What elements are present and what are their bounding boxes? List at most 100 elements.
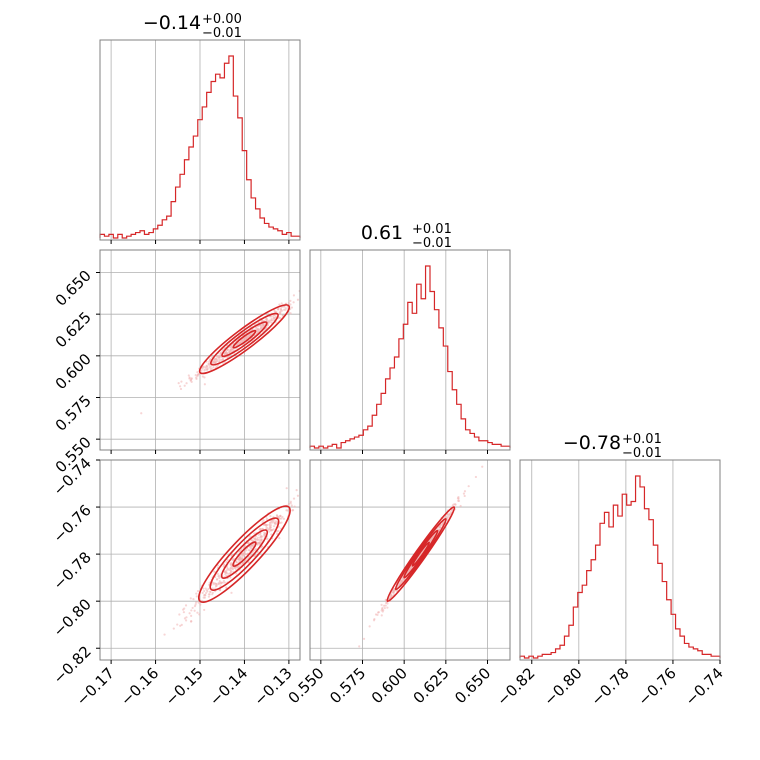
scatter-points <box>140 289 306 415</box>
scatter-point <box>217 355 221 359</box>
contour-level <box>198 505 291 603</box>
scatter-point <box>218 576 221 580</box>
x-tick-label: −0.14 <box>206 664 251 709</box>
scatter-point <box>281 515 284 519</box>
scatter-point <box>274 520 277 523</box>
scatter-point <box>467 485 470 488</box>
scatter-point <box>270 529 273 532</box>
scatter-point <box>225 561 228 564</box>
scatter-point <box>269 514 272 518</box>
x-tick-label: −0.78 <box>587 664 632 709</box>
scatter-point <box>229 348 232 351</box>
scatter-point <box>204 368 207 371</box>
scatter-point <box>459 504 462 508</box>
scatter-point <box>211 587 214 590</box>
scatter-point <box>172 627 175 630</box>
scatter-point <box>215 578 219 581</box>
scatter-point <box>252 537 255 540</box>
scatter-point <box>203 608 206 612</box>
scatter-point <box>188 376 191 379</box>
scatter-point <box>178 613 181 616</box>
scatter-point <box>256 543 259 546</box>
scatter-point <box>264 533 267 536</box>
contour-level <box>210 312 279 366</box>
x-tick-label: 0.550 <box>285 664 328 707</box>
scatter-point <box>260 535 263 538</box>
panel-title-median: −0.14 <box>143 12 201 34</box>
scatter-point <box>289 299 292 303</box>
scatter-point <box>140 412 143 415</box>
scatter-point <box>377 611 380 614</box>
y-tick-label: −0.76 <box>50 501 95 546</box>
scatter-point <box>246 552 249 555</box>
scatter-point <box>243 550 246 553</box>
histogram-steps <box>99 55 301 239</box>
scatter-point <box>281 314 284 317</box>
panel-frame <box>309 459 511 661</box>
panel-background <box>310 250 510 450</box>
scatter-point <box>270 533 273 536</box>
panel-frame <box>519 459 721 661</box>
scatter-point <box>287 301 290 305</box>
scatter-point <box>220 351 223 354</box>
scatter-point <box>233 566 236 570</box>
scatter-point <box>229 562 232 565</box>
x-tick-label: 0.600 <box>368 664 411 707</box>
panel-title-plus: +0.00 <box>202 12 242 27</box>
scatter-point <box>280 309 284 312</box>
panel-title-plus: +0.01 <box>412 222 452 237</box>
scatter-point <box>292 294 296 297</box>
scatter-point <box>278 313 282 316</box>
scatter-point <box>235 561 239 564</box>
scatter-point <box>304 294 306 296</box>
scatter-point <box>204 591 208 595</box>
contour-level <box>411 541 431 567</box>
x-tick-label: 0.625 <box>410 664 453 707</box>
histogram-panel-2: 0.61 +0.01−0.01 <box>309 222 511 454</box>
scatter-point <box>201 591 204 594</box>
scatter-point <box>462 492 466 495</box>
scatter-point <box>183 384 186 387</box>
scatter-point <box>203 594 206 597</box>
scatter-point <box>268 521 272 524</box>
scatter-point <box>285 487 288 490</box>
scatter-point <box>177 382 180 385</box>
scatter-point <box>212 583 215 586</box>
scatter-point <box>390 594 394 597</box>
scatter-point <box>374 613 378 616</box>
scatter-point <box>290 306 294 309</box>
scatter-point <box>208 360 211 363</box>
scatter-point <box>440 523 443 526</box>
scatter-point <box>189 597 192 600</box>
scatter-point <box>229 576 232 579</box>
scatter-point <box>287 502 290 506</box>
scatter-point <box>269 524 273 527</box>
scatter-point <box>220 581 223 584</box>
scatter-point <box>213 570 216 573</box>
y-tick-label: 0.600 <box>52 350 95 393</box>
y-tick-label: 0.575 <box>52 392 95 435</box>
scatter-point <box>272 528 275 531</box>
scatter-point <box>280 302 283 305</box>
scatter-point <box>368 625 371 628</box>
scatter-point <box>203 383 206 386</box>
scatter-point <box>185 382 188 385</box>
scatter-point <box>214 587 217 590</box>
scatter-point <box>289 312 292 315</box>
scatter-point <box>204 587 207 590</box>
scatter-point <box>199 603 202 606</box>
panel-title-minus: −0.01 <box>412 236 452 251</box>
scatter-point <box>195 592 198 595</box>
scatter-point <box>272 316 275 320</box>
scatter-point <box>300 493 302 495</box>
scatter-point <box>277 516 281 519</box>
scatter-point <box>275 310 278 313</box>
scatter-point <box>277 308 280 311</box>
scatter-point <box>216 572 220 576</box>
x-tick-label: −0.80 <box>540 664 585 709</box>
scatter-point <box>264 318 268 321</box>
scatter-point <box>270 317 273 320</box>
scatter-point <box>260 539 263 542</box>
scatter-point <box>163 633 166 636</box>
scatter-point <box>196 371 199 374</box>
